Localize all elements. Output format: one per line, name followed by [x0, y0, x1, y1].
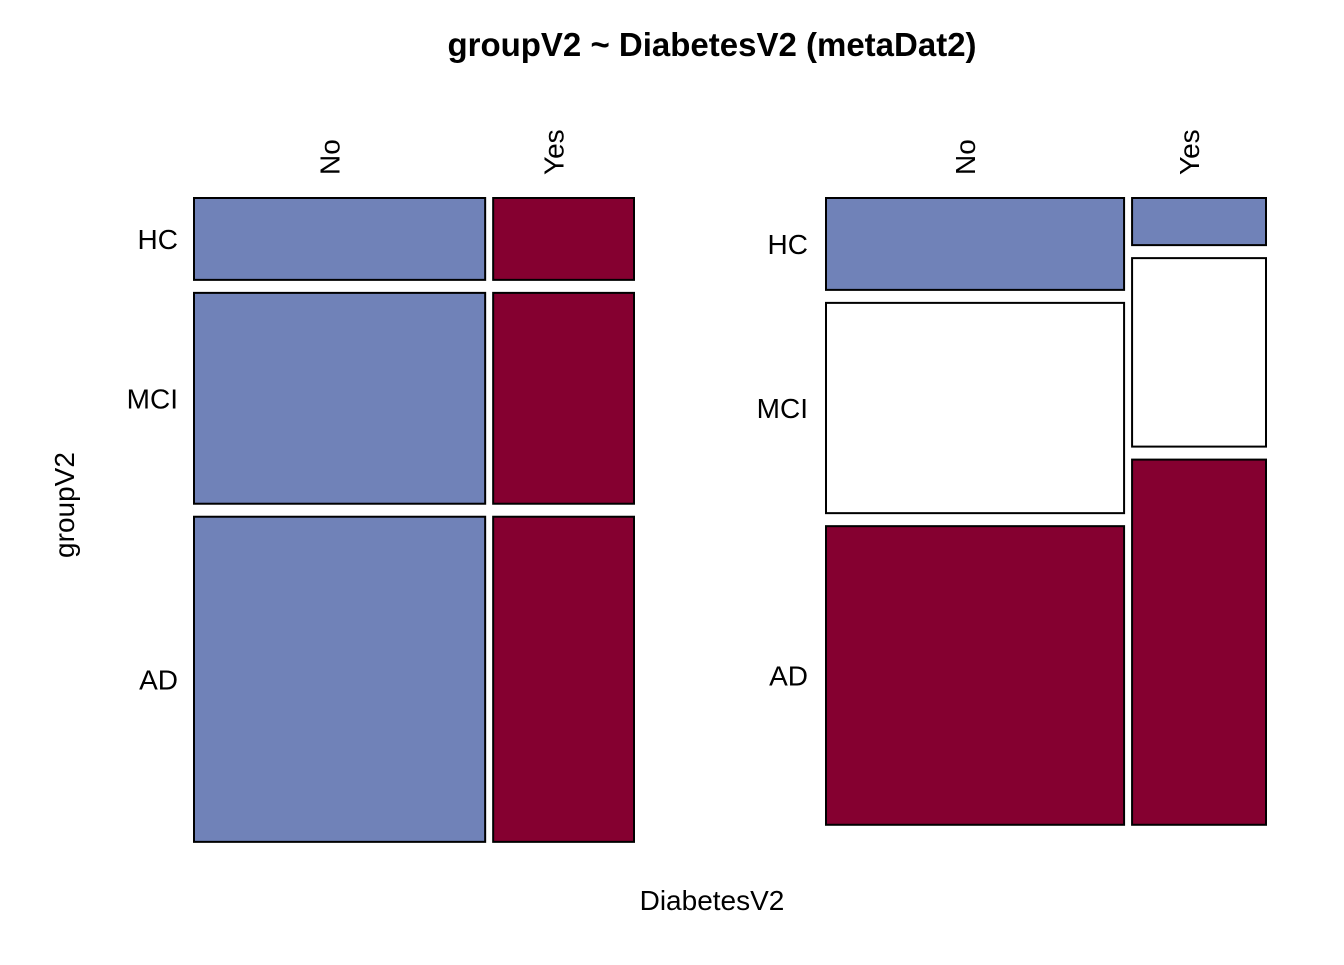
- mosaic-tile-right-no-hc: [825, 197, 1126, 291]
- x-tick-right-no: No: [950, 139, 981, 175]
- mosaic-tile-right-no-mci: [825, 301, 1126, 515]
- mosaic-panel-left: No Yes HC MCI AD: [127, 129, 636, 843]
- y-tick-left-hc: HC: [138, 224, 178, 255]
- mosaic-tile-left-no-hc: [193, 197, 487, 281]
- mosaic-tile-left-no-ad: [193, 515, 487, 843]
- y-axis-label: groupV2: [49, 452, 80, 558]
- y-tick-right-mci: MCI: [757, 393, 808, 424]
- mosaic-tile-right-yes-ad: [1131, 458, 1267, 826]
- mosaic-tile-right-yes-mci: [1131, 257, 1267, 448]
- mosaic-tile-right-no-ad: [825, 525, 1126, 826]
- mosaic-tile-right-yes-hc: [1131, 197, 1267, 247]
- mosaic-tile-left-yes-mci: [492, 291, 636, 505]
- mosaic-tile-left-yes-hc: [492, 197, 636, 281]
- panels-layer: No Yes HC MCI AD No Yes HC MCI AD: [127, 129, 1267, 843]
- y-tick-left-mci: MCI: [127, 383, 178, 414]
- x-axis-label: DiabetesV2: [640, 885, 785, 916]
- mosaic-tile-left-no-mci: [193, 291, 487, 505]
- y-tick-right-ad: AD: [769, 660, 808, 691]
- y-tick-left-ad: AD: [139, 664, 178, 695]
- y-tick-right-hc: HC: [768, 229, 808, 260]
- mosaic-panel-right: No Yes HC MCI AD: [757, 129, 1267, 826]
- chart-title: groupV2 ~ DiabetesV2 (metaDat2): [447, 26, 976, 63]
- mosaic-tile-left-yes-ad: [492, 515, 636, 843]
- x-tick-left-no: No: [315, 139, 346, 175]
- x-tick-right-yes: Yes: [1174, 129, 1205, 175]
- x-tick-left-yes: Yes: [539, 129, 570, 175]
